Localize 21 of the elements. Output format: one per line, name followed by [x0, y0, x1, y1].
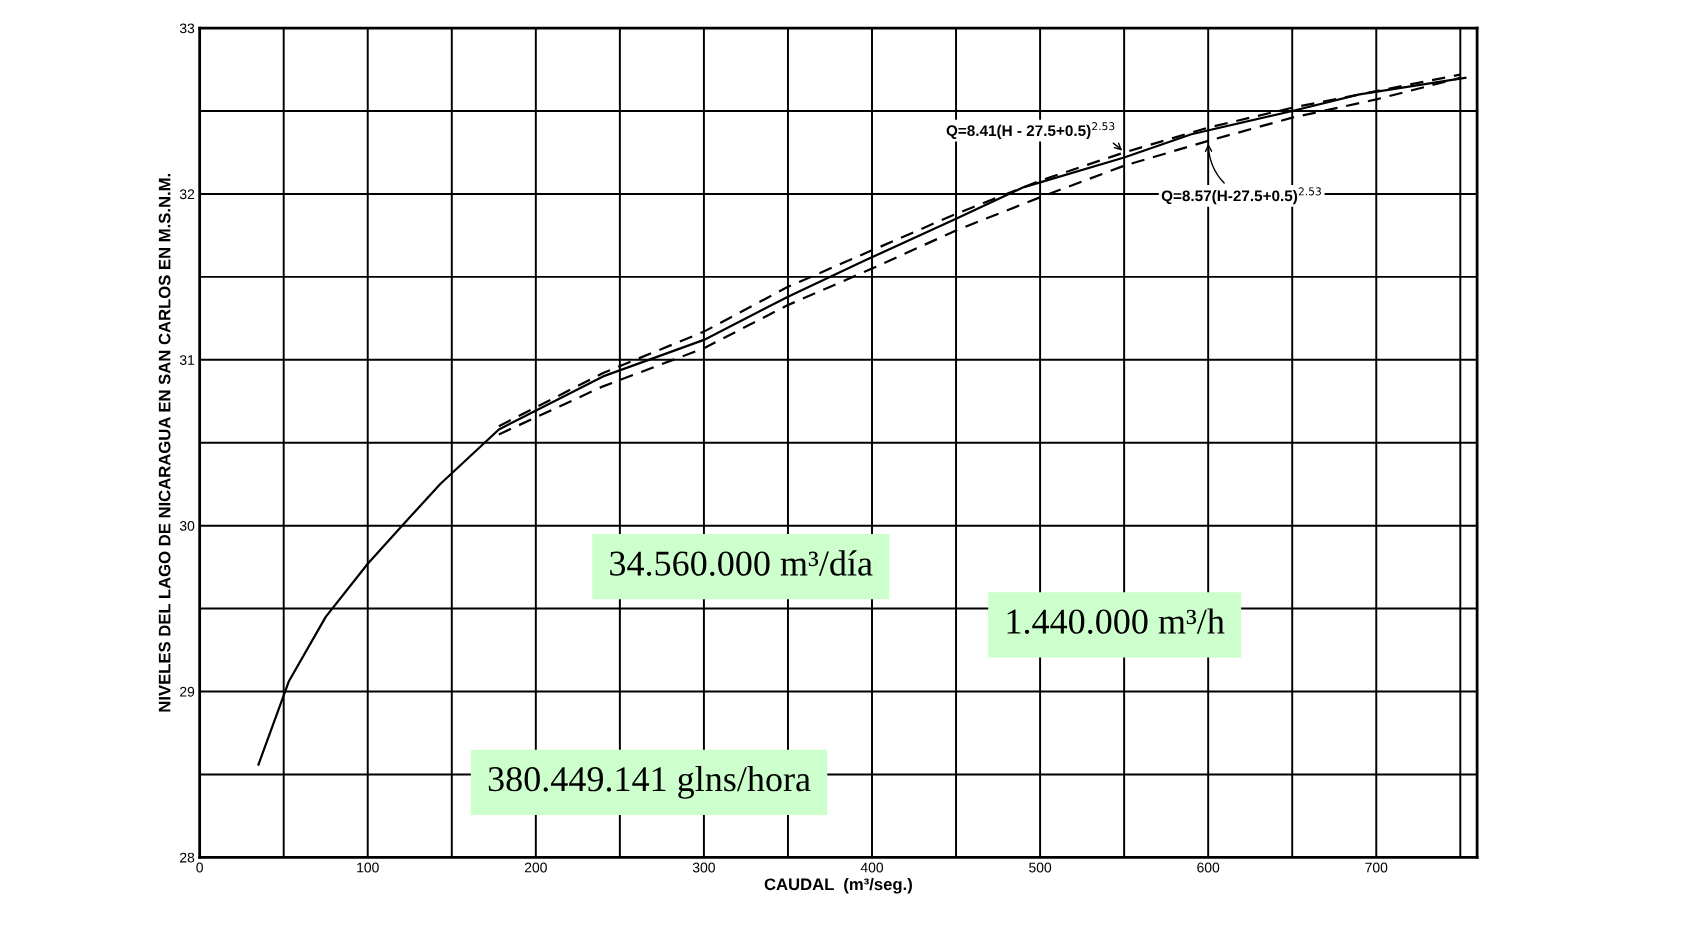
- y-axis-title: NIVELES DEL LAGO DE NICARAGUA EN SAN CARLOS EN M.S.N.M.: [158, 173, 171, 712]
- text: Q=8.57(H-27.5+0.5)$^{2.53}$: [1161, 187, 1321, 205]
- annotation: 34.560.000 m³/día: [610, 550, 873, 576]
- y-tick-label: 31: [179, 355, 195, 365]
- series-label: Q=8.41(H - 27.5+0.5)$^{2.53}$: [946, 122, 1115, 140]
- x-tick-label: 0: [196, 862, 203, 873]
- y-tick-label: 33: [179, 23, 195, 34]
- x-tick-label: 600: [1197, 862, 1220, 873]
- y-tick-label: 32: [179, 189, 195, 200]
- x-tick-label: 200: [524, 862, 547, 873]
- x-tick-label: 700: [1365, 862, 1388, 873]
- x-tick-label: 400: [860, 862, 884, 873]
- y-tick-label: 29: [180, 686, 195, 697]
- x-tick-label: 300: [692, 862, 715, 873]
- x-axis-title: CAUDAL (m³/seg.): [764, 877, 912, 894]
- annotation: 1.440.000 m³/h: [1007, 608, 1225, 634]
- x-tick-label: 500: [1029, 862, 1052, 873]
- y-tick-label: 30: [179, 520, 195, 531]
- y-tick-label: 28: [180, 852, 195, 863]
- x-tick-label: 100: [357, 862, 379, 873]
- annotation: 380.449.141 glns/hora: [488, 765, 811, 799]
